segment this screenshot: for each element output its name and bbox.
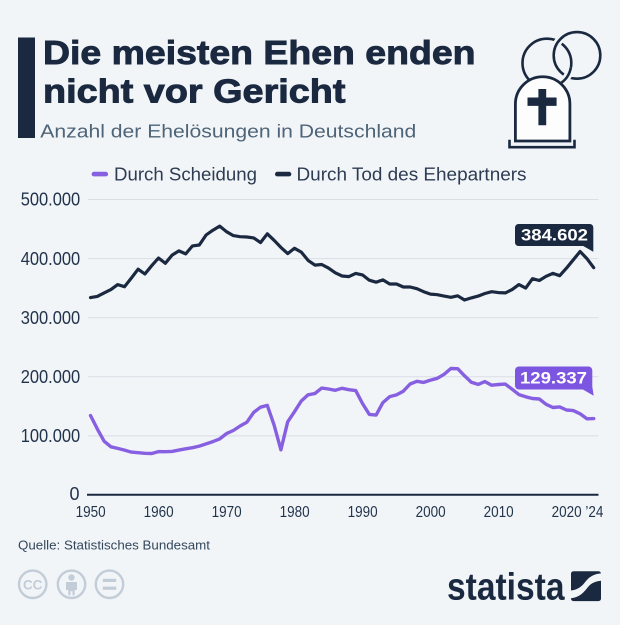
svg-text:2000: 2000: [416, 504, 446, 521]
svg-text:300.000: 300.000: [21, 308, 81, 328]
svg-text:1950: 1950: [76, 504, 106, 521]
svg-text:384.602: 384.602: [521, 227, 588, 245]
svg-text:1990: 1990: [348, 504, 378, 521]
svg-text:1980: 1980: [280, 504, 310, 521]
svg-text:0: 0: [69, 484, 79, 504]
svg-text:’24: ’24: [585, 504, 603, 521]
svg-text:400.000: 400.000: [21, 249, 81, 269]
svg-text:200.000: 200.000: [21, 367, 81, 387]
svg-text:statista: statista: [447, 567, 565, 609]
svg-text:100.000: 100.000: [21, 426, 81, 446]
svg-text:2020: 2020: [552, 504, 582, 521]
svg-text:Durch Tod des Ehepartners: Durch Tod des Ehepartners: [297, 164, 527, 184]
svg-text:CC: CC: [23, 577, 43, 592]
svg-text:Die meisten Ehen enden: Die meisten Ehen enden: [43, 35, 475, 72]
svg-text:1960: 1960: [144, 504, 174, 521]
svg-text:Quelle: Statistisches Bundesam: Quelle: Statistisches Bundesamt: [18, 538, 210, 553]
svg-text:Durch Scheidung: Durch Scheidung: [114, 164, 257, 184]
svg-text:129.337: 129.337: [520, 370, 587, 388]
svg-text:500.000: 500.000: [21, 190, 81, 210]
svg-text:1970: 1970: [212, 504, 242, 521]
svg-text:Anzahl der Ehelösungen in Deut: Anzahl der Ehelösungen in Deutschland: [40, 121, 416, 141]
svg-text:2010: 2010: [484, 504, 514, 521]
svg-text:nicht vor Gericht: nicht vor Gericht: [43, 74, 346, 111]
